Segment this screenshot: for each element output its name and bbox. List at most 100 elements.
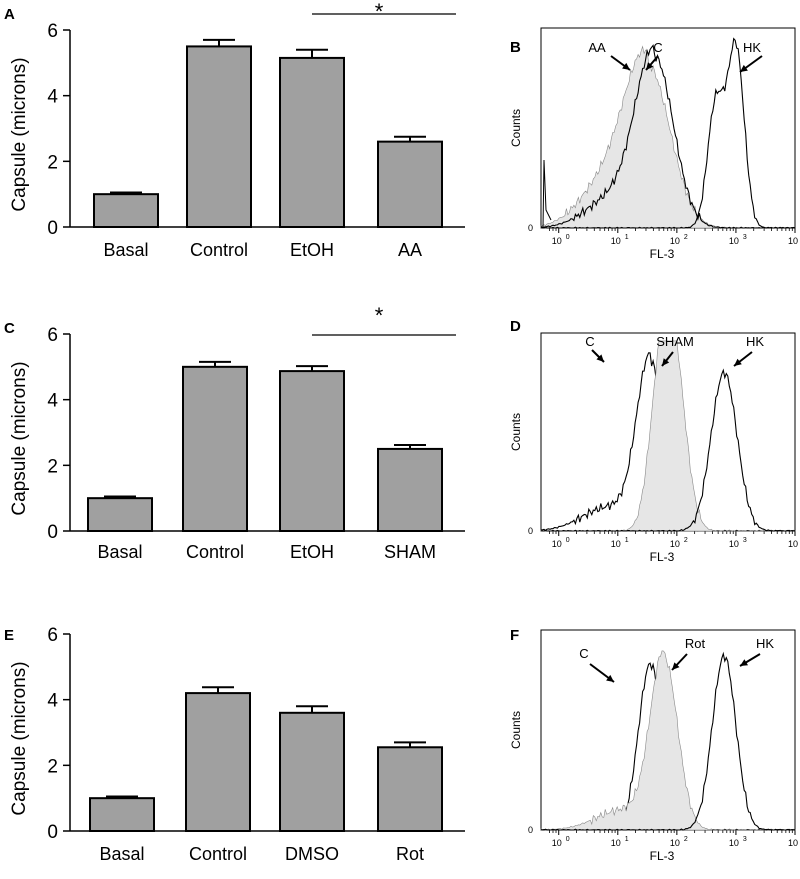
x-tick-exp-b-2: 2 (684, 234, 688, 241)
panel-label-d: D (510, 318, 521, 335)
peak-label-b-aa: AA (588, 40, 606, 55)
y-tick-label-e-0: 0 (47, 822, 58, 843)
x-tick-base-d-4: 10 (788, 539, 798, 549)
x-tick-base-f-3: 10 (729, 838, 739, 848)
significance-star-c: * (375, 303, 384, 328)
peak-arrowhead-f-rot (672, 662, 680, 670)
category-label-e-dmso: DMSO (285, 844, 339, 864)
bar-a-etoh (279, 56, 345, 228)
y-axis-label-d: Counts (509, 413, 523, 451)
x-tick-exp-d-0: 0 (566, 537, 570, 544)
category-label-c-etoh: EtOH (290, 542, 334, 562)
bar-c-sham (377, 447, 443, 532)
peak-arrowhead-d-sham (662, 358, 670, 366)
y-axis-label-f: Counts (509, 711, 523, 749)
bar-a-aa (377, 140, 443, 228)
histogram-fill-d-sham (540, 340, 796, 532)
x-tick-exp-f-0: 0 (566, 836, 570, 843)
y-tick-zero-b: 0 (528, 223, 533, 233)
panel-label-e: E (4, 627, 14, 644)
x-tick-exp-d-3: 3 (743, 537, 747, 544)
peak-label-f-c: C (579, 646, 588, 661)
x-tick-base-f-1: 10 (611, 838, 621, 848)
y-tick-label-e-1: 2 (47, 756, 58, 777)
y-tick-zero-f: 0 (528, 825, 533, 835)
y-tick-zero-d: 0 (528, 526, 533, 536)
bar-c-etoh (279, 370, 345, 532)
bar-c-control (182, 365, 248, 533)
y-tick-label-a-2: 4 (47, 87, 58, 108)
category-label-c-basal: Basal (97, 542, 142, 562)
x-tick-base-f-4: 10 (788, 838, 798, 848)
category-label-a-control: Control (190, 240, 248, 260)
significance-star-a: * (375, 0, 384, 24)
peak-arrowhead-b-hk (740, 64, 748, 72)
x-tick-exp-f-1: 1 (625, 836, 629, 843)
bar-c-basal (87, 497, 153, 532)
y-axis-label-b: Counts (509, 109, 523, 147)
x-tick-base-b-3: 10 (729, 236, 739, 246)
peak-label-d-hk: HK (746, 334, 764, 349)
x-tick-base-b-1: 10 (611, 236, 621, 246)
y-tick-label-c-2: 4 (47, 391, 58, 412)
x-tick-base-b-0: 10 (552, 236, 562, 246)
x-tick-exp-f-3: 3 (743, 836, 747, 843)
bar-e-control (185, 692, 251, 832)
x-tick-base-d-2: 10 (670, 539, 680, 549)
y-axis-label-e: Capsule (microns) (9, 661, 30, 815)
category-label-e-control: Control (189, 844, 247, 864)
bar-a-control (186, 45, 252, 228)
y-tick-label-a-0: 0 (47, 218, 58, 239)
panel-label-f: F (510, 627, 519, 644)
x-tick-exp-f-2: 2 (684, 836, 688, 843)
peak-arrowhead-b-aa (622, 62, 630, 70)
bar-e-basal (89, 797, 155, 833)
histogram-fill-b-aa (540, 45, 796, 229)
x-tick-base-d-3: 10 (729, 539, 739, 549)
peak-arrowhead-f-hk (740, 659, 748, 666)
histogram-fill-f-rot (540, 650, 796, 831)
histogram-curve-d-hk (540, 368, 795, 532)
peak-label-d-sham: SHAM (656, 334, 694, 349)
peak-label-b-c: C (653, 40, 662, 55)
peak-label-b-hk: HK (743, 40, 761, 55)
category-label-a-basal: Basal (103, 240, 148, 260)
category-label-e-rot: Rot (396, 844, 424, 864)
peak-arrowhead-f-c (606, 674, 614, 682)
x-tick-base-f-2: 10 (670, 838, 680, 848)
panel-label-a: A (4, 6, 15, 23)
y-tick-label-e-2: 4 (47, 691, 58, 712)
peak-arrowhead-d-hk (734, 358, 742, 366)
peak-label-f-hk: HK (756, 636, 774, 651)
y-tick-label-c-3: 6 (47, 325, 58, 346)
peak-arrowhead-b-c (646, 62, 654, 70)
x-axis-label-d: FL-3 (650, 550, 675, 564)
x-tick-base-d-1: 10 (611, 539, 621, 549)
x-tick-exp-b-1: 1 (625, 234, 629, 241)
x-axis-label-b: FL-3 (650, 247, 675, 261)
histogram-curve-b-c (540, 44, 796, 229)
y-tick-label-c-0: 0 (47, 522, 58, 543)
panel-label-c: C (4, 320, 15, 337)
y-axis-label-c: Capsule (microns) (9, 361, 30, 515)
bar-e-dmso (279, 711, 345, 832)
x-tick-exp-b-3: 3 (743, 234, 747, 241)
peak-label-f-rot: Rot (685, 636, 706, 651)
x-tick-exp-b-0: 0 (566, 234, 570, 241)
x-tick-exp-d-1: 1 (625, 537, 629, 544)
y-tick-label-c-1: 2 (47, 456, 58, 477)
x-tick-base-f-0: 10 (552, 838, 562, 848)
y-tick-label-e-3: 6 (47, 625, 58, 646)
category-label-a-etoh: EtOH (290, 240, 334, 260)
x-tick-base-d-0: 10 (552, 539, 562, 549)
x-tick-base-b-4: 10 (788, 236, 798, 246)
histogram-spike-b (542, 159, 552, 229)
histogram-curve-f-hk (540, 651, 795, 831)
histogram-curve-b-hk (540, 37, 795, 229)
bar-a-basal (93, 193, 159, 229)
x-tick-exp-d-2: 2 (684, 537, 688, 544)
category-label-c-sham: SHAM (384, 542, 436, 562)
y-tick-label-a-3: 6 (47, 21, 58, 42)
peak-arrowhead-d-c (596, 354, 604, 362)
